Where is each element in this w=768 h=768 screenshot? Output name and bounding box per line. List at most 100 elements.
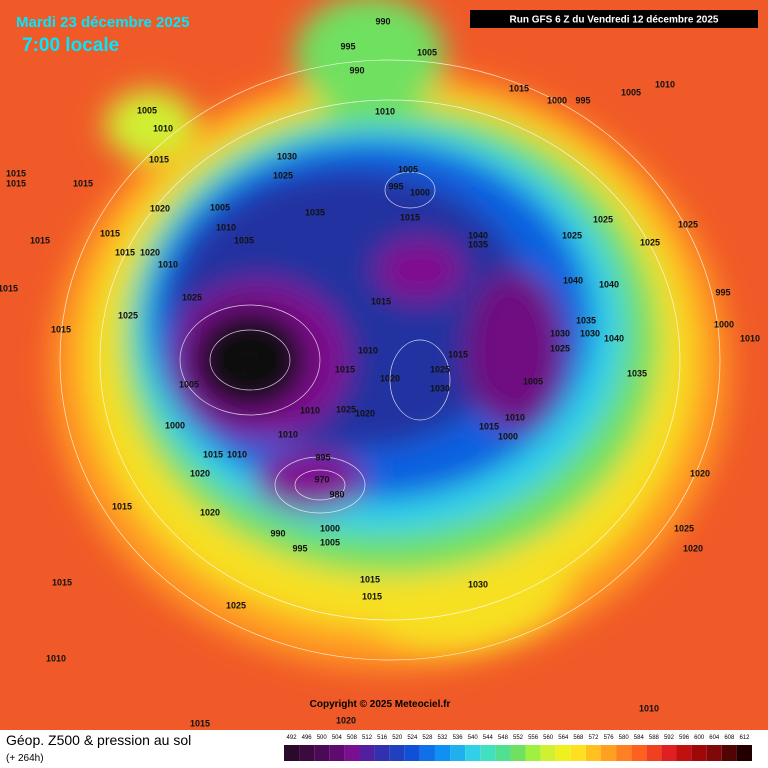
isobar-label: 1005 [417, 47, 437, 57]
colorbar-swatch [404, 745, 420, 761]
isobar-label: 1015 [100, 228, 120, 238]
isobar-label: 1015 [479, 421, 499, 431]
isobar-label: 1040 [604, 333, 624, 343]
isobar-label: 980 [329, 489, 344, 499]
isobar-label: 1035 [576, 315, 596, 325]
lead-time: (+ 264h) [6, 753, 44, 764]
isobar-label: 1025 [118, 310, 138, 320]
isobar-label: 1030 [277, 151, 297, 161]
map-date: Mardi 23 décembre 2025 [16, 14, 189, 31]
colorbar-label: 492 [287, 735, 298, 741]
colorbar-label: 524 [407, 735, 418, 741]
colorbar-swatch [314, 745, 330, 761]
colorbar-swatch [510, 745, 526, 761]
run-box [470, 10, 758, 28]
isobar-label: 1020 [683, 543, 703, 553]
colorbar-swatch [495, 745, 511, 761]
colorbar-swatch [676, 745, 692, 761]
isobar-label: 1005 [523, 376, 543, 386]
isobar-label: 1020 [380, 373, 400, 383]
isobar-label: 1015 [52, 577, 72, 587]
colorbar-swatch [434, 745, 451, 761]
isobar-label: 1020 [200, 507, 220, 517]
colorbar-label: 564 [558, 735, 569, 741]
isobar-label: 1010 [46, 653, 66, 663]
isobar-label: 1010 [216, 222, 236, 232]
copyright: Copyright © 2025 Meteociel.fr [310, 699, 451, 710]
colorbar-label: 520 [392, 735, 403, 741]
isobar-label: 1025 [273, 170, 293, 180]
isobar-label: 1020 [336, 715, 356, 725]
colorbar-swatch [329, 745, 345, 761]
isobar-label: 1030 [430, 383, 450, 393]
isobar-label: 1015 [360, 574, 380, 584]
isobar-label: 1025 [640, 237, 660, 247]
colorbar-swatch [299, 745, 315, 761]
isobar-label: 1005 [320, 537, 340, 547]
isobar-label: 995 [315, 452, 330, 462]
colorbar-label: 568 [573, 735, 584, 741]
isobar-label: 1015 [509, 83, 529, 93]
colorbar-swatch [616, 745, 632, 761]
isobar-label: 995 [230, 370, 245, 380]
isobar-label: 1005 [210, 202, 230, 212]
colorbar-swatch [450, 745, 466, 761]
isobar-label: 1000 [165, 420, 185, 430]
colorbar-swatch [601, 745, 617, 761]
isobar-label: 1015 [371, 296, 391, 306]
isobar-label: 995 [575, 95, 590, 105]
isobar-label: 1000 [238, 349, 258, 359]
isobar-label: 1010 [278, 429, 298, 439]
colorbar-label: 596 [679, 735, 690, 741]
isobar-label: 1010 [227, 449, 247, 459]
isobar-label: 1025 [226, 600, 246, 610]
isobar-label: 1025 [430, 364, 450, 374]
isobar-label: 1035 [234, 235, 254, 245]
isobar-label: 1020 [690, 468, 710, 478]
isobar-label: 1010 [358, 345, 378, 355]
isobar-label: 1015 [6, 168, 26, 178]
colorbar-label: 532 [438, 735, 449, 741]
isobar-label: 1025 [593, 214, 613, 224]
map [0, 0, 768, 730]
isobar-label: 1025 [674, 523, 694, 533]
colorbar-swatch [525, 745, 541, 761]
colorbar-swatch [661, 745, 677, 761]
colorbar-swatch [570, 745, 586, 761]
isobar-label: 1005 [137, 105, 157, 115]
isobar-label: 1025 [678, 219, 698, 229]
isobar-label: 1015 [190, 718, 210, 728]
isobar-label: 1015 [362, 591, 382, 601]
isobar-label: 1020 [190, 468, 210, 478]
colorbar-label: 588 [649, 735, 660, 741]
colorbar-swatch [389, 745, 405, 761]
colorbar-label: 512 [362, 735, 373, 741]
isobar-label: 1040 [468, 230, 488, 240]
isobar-label: 1015 [400, 212, 420, 222]
colorbar-swatch [585, 745, 602, 761]
isobar-label: 1030 [580, 328, 600, 338]
isobar-label: 1015 [73, 178, 93, 188]
run-info: Run GFS 6 Z du Vendredi 12 décembre 2025 [510, 15, 719, 26]
colorbar-swatch [284, 745, 300, 761]
isobar-label: 1000 [498, 431, 518, 441]
isobar-label: 1000 [410, 187, 430, 197]
isobar-label: 1000 [714, 319, 734, 329]
colorbar-label: 584 [634, 735, 645, 741]
colorbar-swatch [344, 745, 360, 761]
colorbar-label: 552 [513, 735, 524, 741]
isobar-label: 1035 [627, 368, 647, 378]
colorbar-label: 572 [588, 735, 599, 741]
colorbar: 492 496 500 504 508 512 516 520 524 528 532 536 540 5… [284, 735, 752, 761]
colorbar-label: 528 [422, 735, 433, 741]
isobar-label: 1010 [740, 333, 760, 343]
colorbar-label: 556 [528, 735, 539, 741]
colorbar-swatch [631, 745, 647, 761]
isobar-label: 1015 [149, 154, 169, 164]
isobar-label: 1010 [639, 703, 659, 713]
colorbar-label: 600 [694, 735, 705, 741]
colorbar-label: 500 [317, 735, 328, 741]
isobar-label: 1015 [30, 235, 50, 245]
